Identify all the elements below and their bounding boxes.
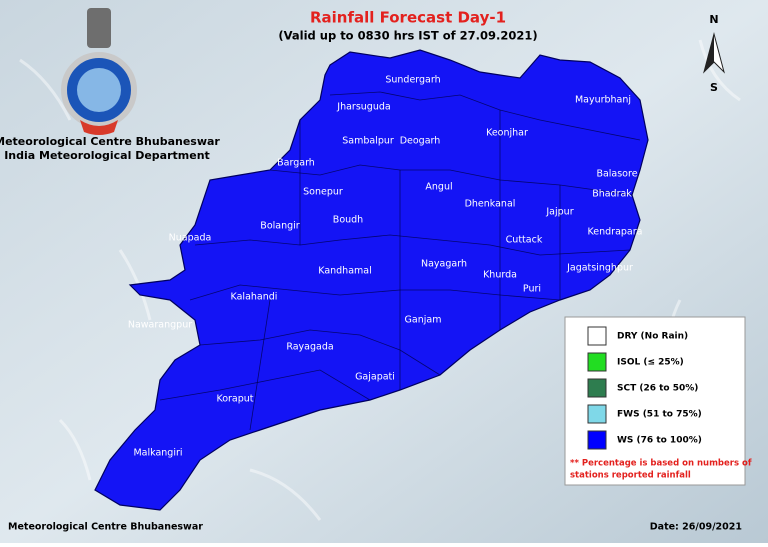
- legend-label: DRY (No Rain): [617, 332, 688, 342]
- district-label: Puri: [523, 284, 541, 295]
- district-label: Rayagada: [286, 342, 333, 353]
- district-label: Bargarh: [277, 158, 315, 169]
- district-labels: Sundergarh Jharsuguda Mayurbhanj Keonjhar Sa…: [128, 75, 643, 459]
- legend-swatch: [587, 430, 607, 450]
- district-label: Jagatsinghpur: [566, 263, 633, 274]
- legend-label: ISOL (≤ 25%): [617, 358, 684, 368]
- district-label: Kandhamal: [318, 266, 372, 277]
- district-label: Dhenkanal: [465, 199, 516, 210]
- district-label: Cuttack: [506, 235, 543, 246]
- district-label: Jharsuguda: [336, 102, 390, 113]
- legend-swatch: [587, 378, 607, 398]
- legend-label: WS (76 to 100%): [617, 436, 702, 446]
- district-label: Gajapati: [355, 372, 395, 383]
- district-borders: [159, 91, 641, 431]
- district-label: Mayurbhanj: [575, 95, 631, 106]
- district-label: Nawarangpur: [128, 320, 192, 331]
- compass-south: S: [710, 81, 718, 94]
- legend-swatch: [587, 326, 607, 346]
- footer-left: Meteorological Centre Bhubaneswar: [8, 522, 203, 533]
- title: Rainfall Forecast Day-1: [310, 9, 506, 27]
- district-label: Balasore: [596, 169, 637, 180]
- district-label: Khurda: [483, 270, 517, 281]
- district-label: Sonepur: [303, 187, 343, 198]
- district-label: Kendrapara: [588, 227, 643, 238]
- org-name: India Meteorological Department: [4, 149, 210, 162]
- legend-label: FWS (51 to 75%): [617, 410, 702, 420]
- compass: N S: [703, 13, 725, 94]
- subtitle: (Valid up to 0830 hrs IST of 27.09.2021): [278, 29, 537, 43]
- legend-note: ** Percentage is based on numbers of: [570, 459, 752, 469]
- district-label: Bhadrak: [592, 189, 632, 200]
- district-label: Malkangiri: [133, 448, 182, 459]
- district-label: Angul: [425, 182, 452, 193]
- district-label: Bolangir: [260, 221, 299, 232]
- district-label: Deogarh: [400, 136, 441, 147]
- legend-swatch: [587, 404, 607, 424]
- district-label: Nayagarh: [421, 259, 467, 270]
- org-name: Meteorological Centre Bhubaneswar: [0, 135, 220, 148]
- compass-north: N: [709, 13, 718, 26]
- district-label: Koraput: [216, 394, 253, 405]
- district-label: Boudh: [333, 215, 363, 226]
- district-label: Sambalpur: [342, 136, 394, 147]
- district-label: Ganjam: [405, 315, 442, 326]
- legend-swatch: [587, 352, 607, 372]
- footer-right: Date: 26/09/2021: [650, 522, 742, 533]
- legend-note: stations reported rainfall: [570, 471, 691, 481]
- district-label: Kalahandi: [231, 292, 278, 303]
- legend: DRY (No Rain) ISOL (≤ 25%) SCT (26 to 50%)…: [570, 326, 752, 481]
- legend-label: SCT (26 to 50%): [617, 384, 698, 394]
- state-map: [94, 49, 649, 511]
- district-label: Sundergarh: [385, 75, 440, 86]
- emblem: [61, 8, 137, 135]
- district-label: Jajpur: [545, 207, 573, 218]
- district-label: Keonjhar: [486, 128, 528, 139]
- district-label: Nuapada: [169, 233, 212, 244]
